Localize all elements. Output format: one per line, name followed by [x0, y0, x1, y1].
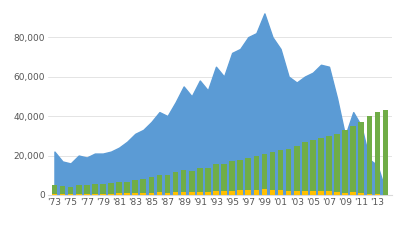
Bar [173, 192, 178, 195]
Bar [124, 193, 130, 195]
Bar [189, 192, 194, 195]
Bar [310, 191, 316, 195]
Bar [229, 162, 235, 195]
Bar [221, 164, 227, 195]
Bar [310, 140, 316, 195]
Bar [205, 192, 211, 195]
Bar [189, 171, 194, 195]
Bar [342, 193, 348, 195]
Bar [148, 177, 154, 195]
Bar [326, 136, 332, 195]
Bar [286, 191, 292, 195]
Bar [221, 191, 227, 195]
Bar [302, 191, 308, 195]
Bar [366, 194, 372, 195]
Bar [246, 158, 251, 195]
Bar [157, 192, 162, 195]
Bar [213, 164, 219, 195]
Bar [262, 189, 267, 195]
Bar [318, 138, 324, 195]
Bar [278, 150, 283, 195]
Bar [237, 190, 243, 195]
Bar [76, 185, 82, 195]
Bar [350, 126, 356, 195]
Bar [92, 194, 98, 195]
Bar [52, 194, 57, 195]
Bar [294, 146, 300, 195]
Bar [124, 182, 130, 195]
Bar [302, 142, 308, 195]
Bar [116, 194, 122, 195]
Bar [366, 116, 372, 195]
Bar [140, 179, 146, 195]
Bar [100, 194, 106, 195]
Bar [270, 152, 275, 195]
Bar [205, 168, 211, 195]
Bar [84, 185, 90, 195]
Bar [108, 194, 114, 195]
Bar [181, 170, 186, 195]
Bar [100, 184, 106, 195]
Bar [108, 183, 114, 195]
Bar [68, 194, 74, 195]
Bar [52, 185, 57, 195]
Bar [270, 190, 275, 195]
Bar [375, 194, 380, 195]
Bar [262, 154, 267, 195]
Bar [60, 194, 65, 195]
Bar [92, 184, 98, 195]
Bar [68, 186, 74, 195]
Bar [286, 148, 292, 195]
Bar [197, 192, 203, 195]
Bar [173, 172, 178, 195]
Bar [334, 192, 340, 195]
Bar [246, 190, 251, 195]
Bar [358, 122, 364, 195]
Bar [237, 160, 243, 195]
Bar [181, 192, 186, 195]
Bar [318, 191, 324, 195]
Bar [157, 175, 162, 195]
Bar [165, 175, 170, 195]
Bar [254, 156, 259, 195]
Bar [326, 191, 332, 195]
Bar [342, 130, 348, 195]
Bar [197, 168, 203, 195]
Bar [165, 192, 170, 195]
Bar [294, 192, 300, 195]
Bar [84, 194, 90, 195]
Bar [350, 192, 356, 195]
Bar [375, 112, 380, 195]
Bar [383, 110, 388, 195]
Bar [148, 193, 154, 195]
Bar [140, 193, 146, 195]
Bar [213, 191, 219, 195]
Bar [334, 134, 340, 195]
Bar [229, 191, 235, 195]
Bar [60, 186, 65, 195]
Bar [132, 193, 138, 195]
Bar [358, 193, 364, 195]
Bar [278, 190, 283, 195]
Bar [116, 182, 122, 195]
Bar [76, 194, 82, 195]
Bar [254, 190, 259, 195]
Bar [132, 180, 138, 195]
